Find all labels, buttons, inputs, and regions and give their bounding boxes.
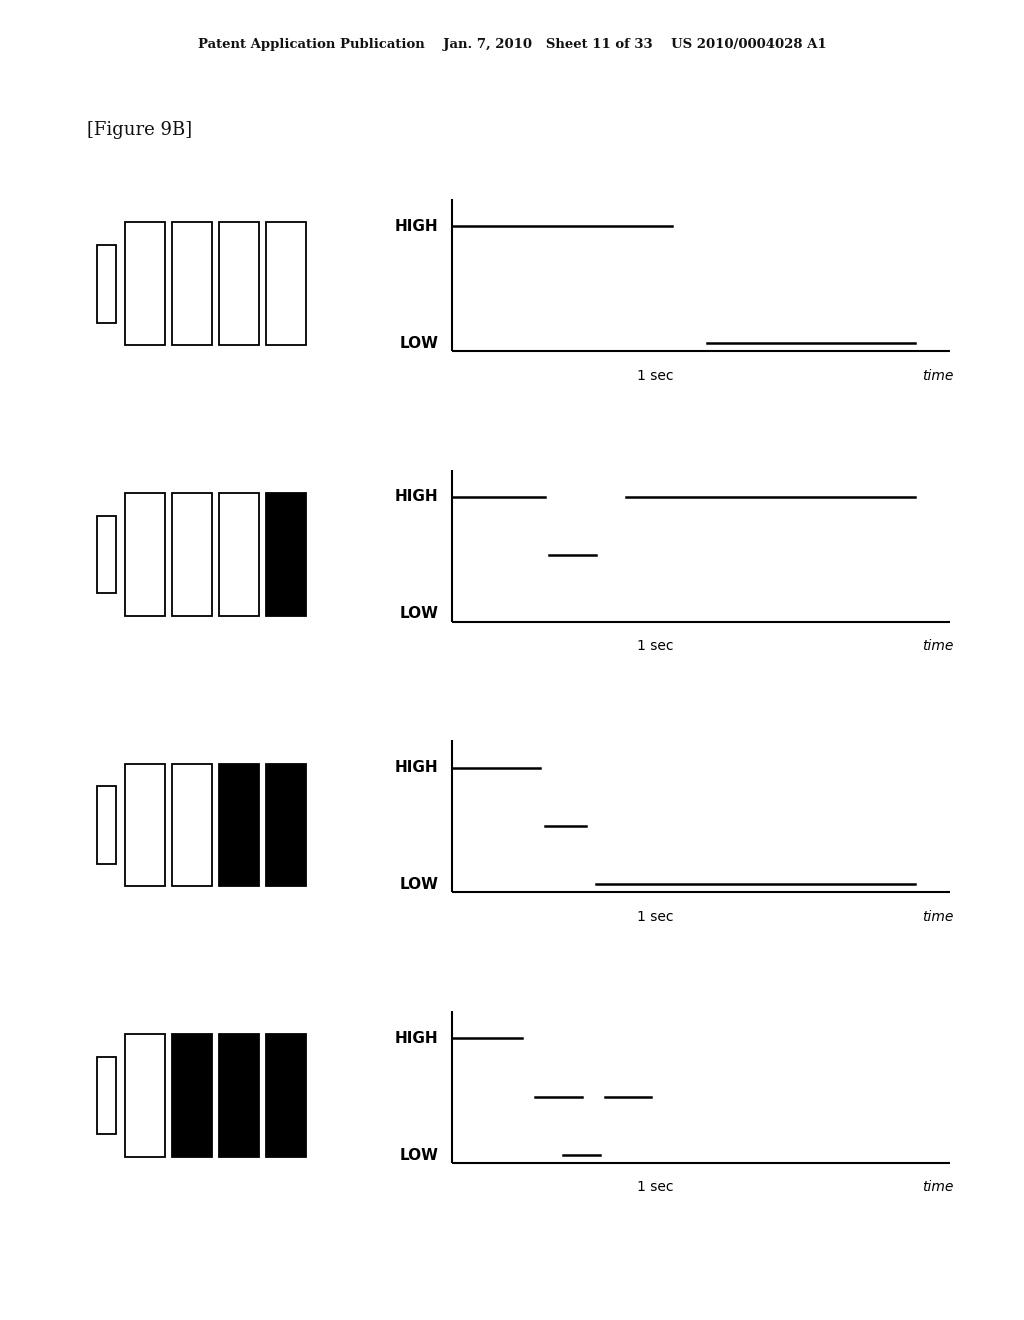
Bar <box>172 223 212 346</box>
Bar <box>125 1035 166 1156</box>
Bar <box>172 1035 212 1156</box>
Bar <box>97 1057 116 1134</box>
Text: HIGH: HIGH <box>394 1031 438 1045</box>
Bar <box>97 516 116 593</box>
Text: LOW: LOW <box>399 335 438 351</box>
Text: [Figure 9B]: [Figure 9B] <box>87 121 193 140</box>
Bar <box>125 494 166 615</box>
Bar <box>219 223 259 346</box>
Text: LOW: LOW <box>399 606 438 622</box>
Bar <box>97 787 116 863</box>
Bar <box>172 494 212 615</box>
Text: 1 sec: 1 sec <box>638 1180 674 1195</box>
Bar <box>219 763 259 887</box>
Text: time: time <box>923 1180 953 1195</box>
Text: time: time <box>923 639 953 653</box>
Bar <box>125 763 166 887</box>
Text: 1 sec: 1 sec <box>638 909 674 924</box>
Bar <box>266 763 306 887</box>
Text: Patent Application Publication    Jan. 7, 2010   Sheet 11 of 33    US 2010/00040: Patent Application Publication Jan. 7, 2… <box>198 38 826 51</box>
Bar <box>219 1035 259 1156</box>
Text: 1 sec: 1 sec <box>638 368 674 383</box>
Bar <box>219 494 259 615</box>
Bar <box>97 246 116 322</box>
Text: LOW: LOW <box>399 876 438 892</box>
Bar <box>266 494 306 615</box>
Bar <box>172 763 212 887</box>
Text: HIGH: HIGH <box>394 490 438 504</box>
Text: LOW: LOW <box>399 1147 438 1163</box>
Bar <box>266 1035 306 1156</box>
Text: HIGH: HIGH <box>394 219 438 234</box>
Bar <box>125 223 166 346</box>
Text: time: time <box>923 368 953 383</box>
Bar <box>266 223 306 346</box>
Text: 1 sec: 1 sec <box>638 639 674 653</box>
Text: HIGH: HIGH <box>394 760 438 775</box>
Text: time: time <box>923 909 953 924</box>
